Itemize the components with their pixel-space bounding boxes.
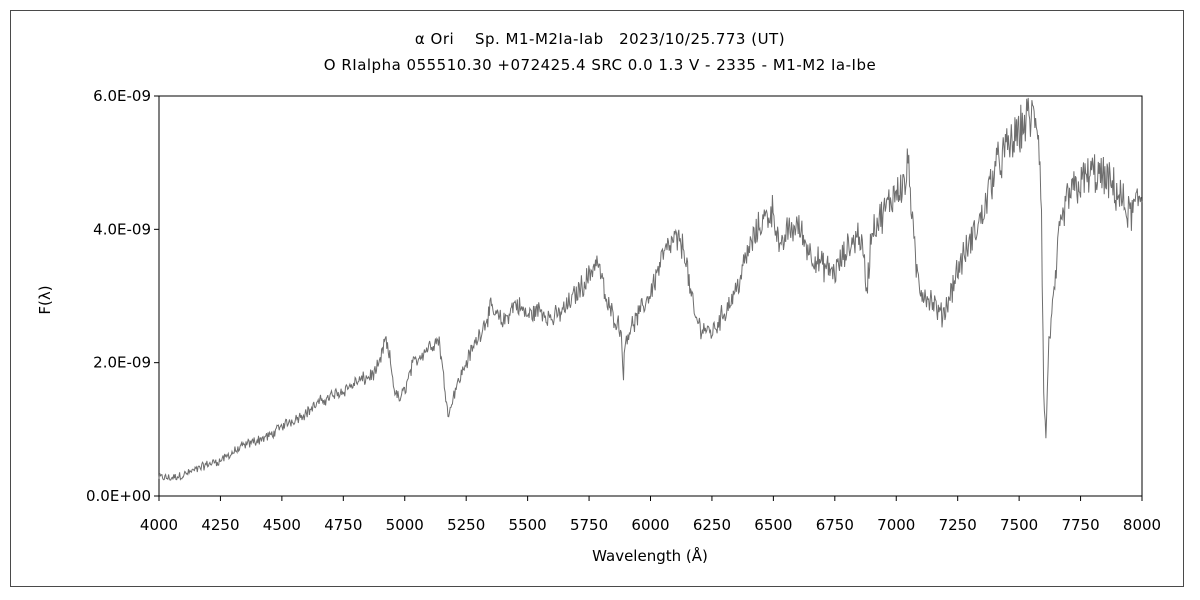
x-tick-label: 4250 <box>201 516 239 534</box>
x-tick-label: 7000 <box>877 516 915 534</box>
series-line-spectrum <box>158 97 1143 481</box>
y-axis: 0.0E+00 2.0E-09 4.0E-09 6.0E-09 <box>86 87 159 505</box>
x-tick-label: 7750 <box>1061 516 1099 534</box>
y-tick-label: 6.0E-09 <box>93 87 151 105</box>
x-tick-label: 6750 <box>816 516 854 534</box>
x-tick-label: 4000 <box>140 516 178 534</box>
y-axis-label: F(λ) <box>36 285 54 314</box>
x-tick-label: 5000 <box>386 516 424 534</box>
x-tick-label: 7500 <box>1000 516 1038 534</box>
chart-frame <box>10 10 1184 587</box>
x-tick-label: 6000 <box>631 516 669 534</box>
x-axis: 4000 4250 4500 4750 5000 5250 5500 5750 6000 6250… <box>140 496 1161 534</box>
x-tick-label: 7250 <box>939 516 977 534</box>
x-tick-label: 6250 <box>693 516 731 534</box>
y-tick-label: 0.0E+00 <box>86 487 151 505</box>
x-tick-label: 5500 <box>509 516 547 534</box>
chart-title: α Ori Sp. M1-M2Ia-Iab 2023/10/25.773 (UT… <box>414 30 786 48</box>
y-tick-label: 2.0E-09 <box>93 354 151 372</box>
x-tick-label: 5750 <box>570 516 608 534</box>
x-tick-label: 8000 <box>1123 516 1161 534</box>
x-tick-label: 4500 <box>263 516 301 534</box>
x-axis-label: Wavelength (Å) <box>592 546 708 565</box>
x-tick-label: 5250 <box>447 516 485 534</box>
chart-subtitle: O RIalpha 055510.30 +072425.4 SRC 0.0 1.… <box>323 56 877 74</box>
x-tick-label: 6500 <box>754 516 792 534</box>
y-tick-label: 4.0E-09 <box>93 220 151 238</box>
x-tick-label: 4750 <box>324 516 362 534</box>
